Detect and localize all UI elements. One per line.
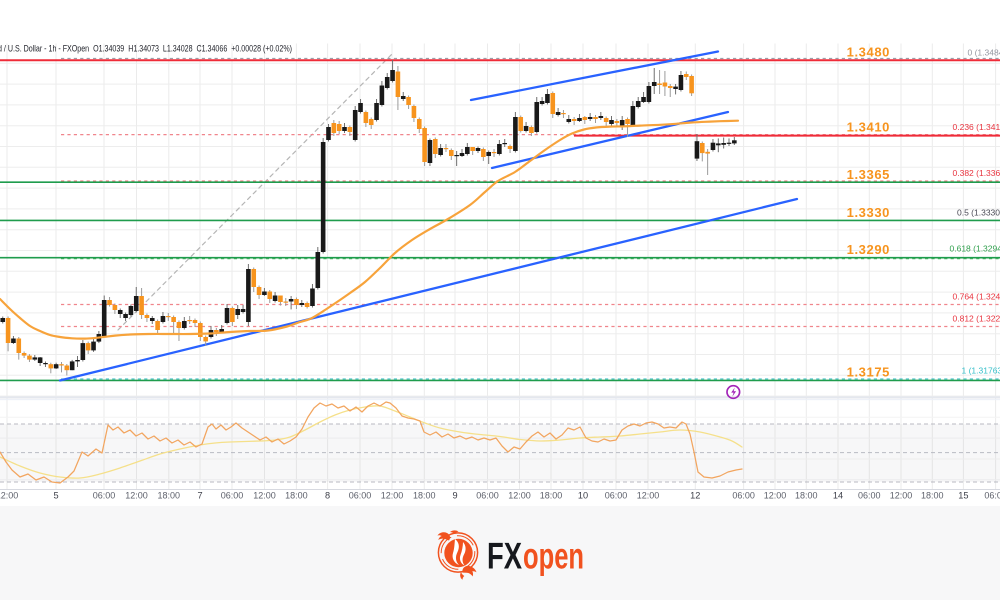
svg-text:1.3175: 1.3175: [847, 365, 890, 380]
svg-text:12:00: 12:00: [508, 491, 531, 501]
svg-text:12:00: 12:00: [381, 491, 404, 501]
svg-text:06:00: 06:00: [858, 491, 881, 501]
svg-text:06:00: 06:00: [605, 491, 628, 501]
svg-text:18:00: 18:00: [285, 491, 308, 501]
svg-text:18:00: 18:00: [921, 491, 944, 501]
svg-text:18:00: 18:00: [795, 491, 818, 501]
svg-text:06:00: 06:00: [349, 491, 372, 501]
svg-text:0.382 (1.33668): 0.382 (1.33668): [953, 168, 1000, 178]
svg-text:1.3480: 1.3480: [847, 45, 890, 60]
svg-text:14: 14: [833, 491, 843, 501]
svg-text:06:00: 06:00: [476, 491, 499, 501]
svg-text:18:00: 18:00: [413, 491, 436, 501]
svg-text:12:00: 12:00: [764, 491, 787, 501]
svg-text:9: 9: [452, 491, 457, 501]
svg-text:06:00: 06:00: [93, 491, 116, 501]
svg-text:15: 15: [958, 491, 968, 501]
svg-text:06:00: 06:00: [732, 491, 755, 501]
svg-text:12:00: 12:00: [637, 491, 660, 501]
svg-text:0.764 (1.32490): 0.764 (1.32490): [953, 292, 1000, 302]
svg-text:18:00: 18:00: [158, 491, 181, 501]
svg-text:1.3365: 1.3365: [847, 167, 890, 182]
svg-text:7: 7: [197, 491, 202, 501]
svg-text:open: open: [523, 536, 584, 577]
svg-text:12: 12: [690, 491, 700, 501]
svg-text:5: 5: [53, 491, 58, 501]
svg-text:12:00: 12:00: [0, 491, 18, 501]
svg-text:0.236 (1.34118): 0.236 (1.34118): [953, 122, 1000, 132]
svg-text:1.3290: 1.3290: [847, 242, 890, 257]
svg-text:06:00: 06:00: [221, 491, 244, 501]
svg-text:18:00: 18:00: [540, 491, 563, 501]
svg-text:8: 8: [325, 491, 330, 501]
svg-text:0.5 (1.33304): 0.5 (1.33304): [957, 208, 1000, 218]
svg-text:12:00: 12:00: [125, 491, 148, 501]
svg-text:0.812 (1.32281): 0.812 (1.32281): [953, 314, 1000, 324]
svg-text:12:00: 12:00: [253, 491, 276, 501]
svg-text:1.3330: 1.3330: [847, 205, 890, 220]
svg-text:FX: FX: [487, 536, 522, 577]
svg-text:1 (1.31763): 1 (1.31763): [962, 366, 1000, 376]
svg-text:0 (1.34845): 0 (1.34845): [968, 47, 1000, 57]
svg-text:10: 10: [578, 491, 588, 501]
svg-text:d / U.S. Dollar - 1h - FXOpen: d / U.S. Dollar - 1h - FXOpen O1.34039 H…: [0, 43, 292, 54]
svg-text:1.3410: 1.3410: [847, 120, 890, 135]
svg-text:12:00: 12:00: [890, 491, 913, 501]
svg-text:06:00: 06:00: [984, 491, 1000, 501]
